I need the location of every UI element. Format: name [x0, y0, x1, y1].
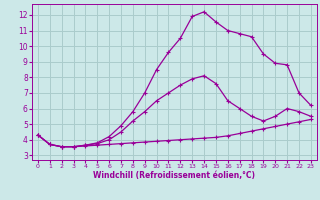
- X-axis label: Windchill (Refroidissement éolien,°C): Windchill (Refroidissement éolien,°C): [93, 171, 255, 180]
